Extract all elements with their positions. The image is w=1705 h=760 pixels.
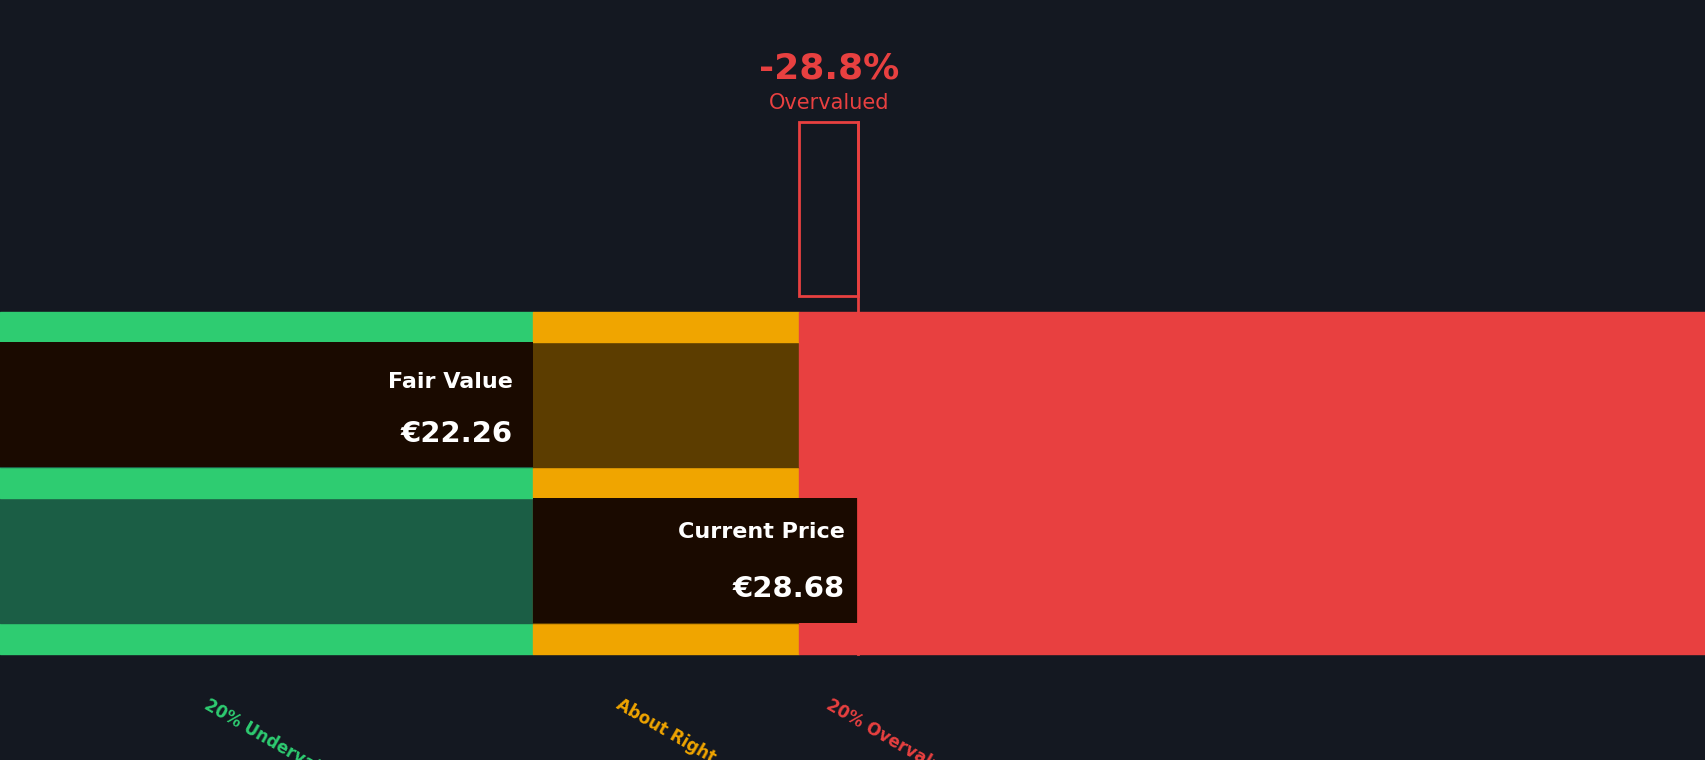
- Bar: [532, 467, 800, 498]
- Bar: [0, 312, 532, 342]
- Bar: [0, 467, 532, 498]
- Bar: [532, 623, 800, 654]
- Text: Current Price: Current Price: [677, 521, 844, 542]
- Bar: [800, 467, 1705, 498]
- Text: €22.26: €22.26: [401, 420, 511, 448]
- Bar: [800, 498, 1705, 623]
- Text: About Right: About Right: [614, 695, 720, 760]
- Text: 20% Undervalued: 20% Undervalued: [201, 695, 353, 760]
- Bar: [532, 342, 800, 467]
- Text: Fair Value: Fair Value: [387, 372, 512, 392]
- Bar: [532, 498, 858, 623]
- Bar: [800, 623, 1705, 654]
- Bar: [800, 122, 858, 296]
- Bar: [532, 312, 800, 342]
- Bar: [0, 498, 532, 623]
- Bar: [0, 623, 532, 654]
- Bar: [0, 342, 532, 467]
- Bar: [800, 342, 1705, 467]
- Text: €28.68: €28.68: [731, 575, 844, 603]
- Bar: [0, 342, 532, 467]
- Bar: [800, 312, 1705, 342]
- Text: 20% Overvalued: 20% Overvalued: [822, 695, 963, 760]
- Text: -28.8%: -28.8%: [759, 52, 899, 85]
- Bar: [532, 498, 800, 623]
- Text: Overvalued: Overvalued: [769, 93, 888, 112]
